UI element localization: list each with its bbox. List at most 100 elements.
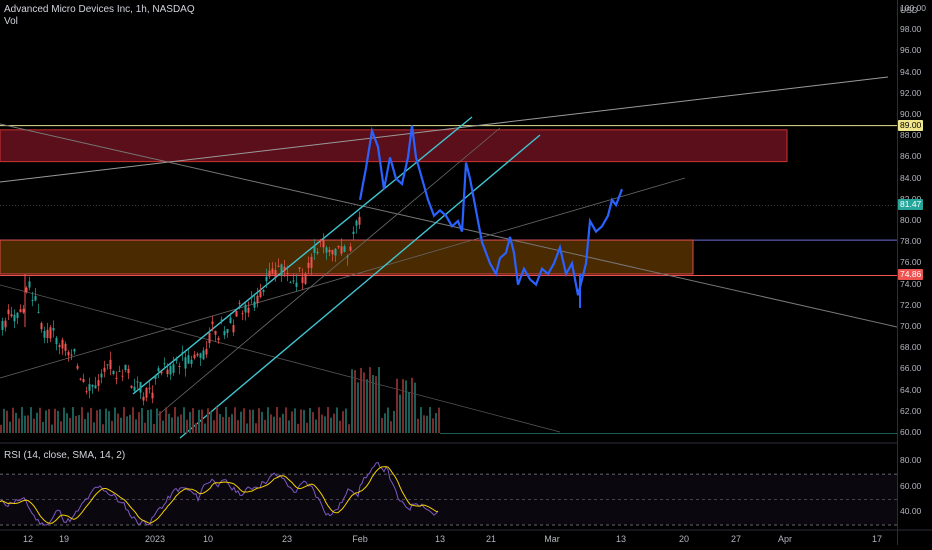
resistance-zone — [0, 129, 788, 163]
candle-body — [310, 256, 313, 268]
candle-body — [46, 329, 49, 339]
candle-body — [154, 375, 157, 379]
candle-body — [226, 329, 229, 333]
volume-bar — [87, 412, 89, 433]
symbol-title[interactable]: Advanced Micro Devices Inc, 1h, NASDAQ — [4, 4, 195, 15]
candle-body — [136, 381, 139, 383]
time-tick: 27 — [730, 534, 742, 544]
volume-bar — [381, 417, 383, 433]
volume-bar — [99, 409, 101, 433]
candle-body — [79, 378, 82, 380]
volume-bar — [141, 407, 143, 433]
volume-bar — [282, 413, 284, 433]
volume-bar — [363, 372, 365, 433]
volume-bar — [357, 382, 359, 433]
candle-body — [58, 345, 61, 348]
time-tick: Apr — [777, 534, 793, 544]
candle-body — [133, 386, 136, 391]
price-tick: 100.00 — [900, 3, 926, 13]
price-tick: 68.00 — [900, 342, 922, 353]
volume-bar — [420, 407, 422, 433]
candle-body — [160, 371, 163, 374]
candle-body — [10, 314, 13, 317]
trend-line-mid — [0, 177, 686, 379]
candle-body — [325, 247, 328, 253]
volume-bar — [21, 407, 23, 433]
volume-bar — [243, 408, 245, 433]
volume-bar — [198, 409, 200, 433]
volume-bar — [84, 419, 86, 433]
volume-bar — [147, 410, 149, 433]
candle-body — [241, 313, 244, 315]
candle-body — [106, 364, 109, 366]
candle-body — [250, 297, 253, 299]
volume-bar — [123, 407, 125, 433]
volume-bar — [273, 416, 275, 433]
candle-body — [220, 319, 223, 321]
candle-body — [235, 310, 238, 317]
volume-bar — [375, 376, 377, 433]
price-badge: 74.86 — [898, 269, 924, 281]
rsi-tick: 40.00 — [900, 506, 922, 517]
volume-bar — [348, 424, 350, 433]
volume-bar — [75, 415, 77, 433]
candle-body — [211, 321, 214, 325]
candle-body — [22, 308, 25, 313]
volume-bar — [24, 415, 26, 433]
candle-body — [40, 323, 43, 330]
volume-bar — [417, 418, 419, 433]
candle-body — [31, 299, 34, 301]
candle-body — [340, 246, 343, 254]
candle-body — [94, 385, 97, 389]
volume-bar — [225, 407, 227, 433]
candle-body — [205, 348, 208, 355]
volume-bar — [228, 416, 230, 433]
volume-bar — [180, 414, 182, 433]
volume-bar — [336, 407, 338, 433]
volume-bar — [321, 414, 323, 433]
candle-body — [100, 373, 103, 378]
candle-body — [103, 367, 106, 372]
volume-bar — [423, 415, 425, 433]
volume-bar — [132, 407, 134, 433]
volume-bar — [111, 420, 113, 433]
volume-bar — [294, 408, 296, 433]
volume-bar — [270, 414, 272, 433]
candle-body — [292, 280, 295, 282]
volume-bar — [117, 413, 119, 433]
volume-bar — [150, 409, 152, 433]
volume-bar — [69, 418, 71, 433]
time-tick: 21 — [485, 534, 497, 544]
price-axis[interactable] — [897, 0, 932, 545]
volume-bar — [258, 408, 260, 433]
price-tick: 98.00 — [900, 24, 922, 35]
volume-bar — [213, 420, 215, 433]
candle-body — [358, 216, 361, 225]
volume-bar — [384, 413, 386, 433]
time-tick: 10 — [202, 534, 214, 544]
candle-body — [322, 239, 325, 248]
volume-bar — [120, 417, 122, 433]
volume-bar — [267, 407, 269, 433]
volume-bar — [144, 422, 146, 433]
volume-bar — [33, 418, 35, 433]
candle-body — [61, 339, 64, 349]
candle-body — [181, 351, 184, 354]
candle-body — [121, 375, 124, 377]
candle-body — [301, 276, 304, 284]
volume-bar — [159, 411, 161, 433]
volume-bar — [246, 423, 248, 433]
candle-body — [112, 370, 115, 374]
volume-bar — [255, 423, 257, 433]
volume-bar — [201, 409, 203, 433]
price-tick: 78.00 — [900, 236, 922, 247]
rsi-tick: 60.00 — [900, 480, 922, 491]
rsi-label[interactable]: RSI (14, close, SMA, 14, 2) — [4, 450, 126, 461]
volume-bar — [45, 410, 47, 433]
volume-bar — [12, 407, 14, 433]
candle-body — [307, 262, 310, 268]
candle-body — [91, 384, 94, 387]
volume-bar — [414, 382, 416, 433]
